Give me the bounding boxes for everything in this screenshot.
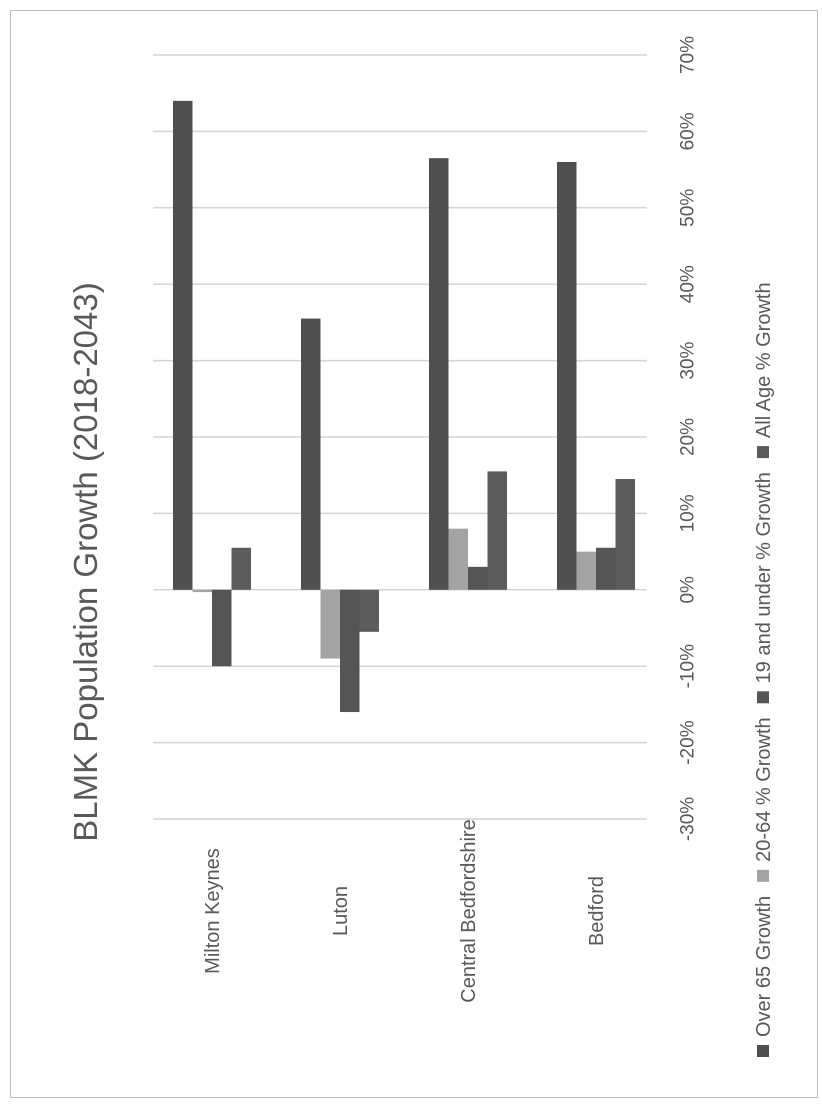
- bar: [301, 318, 321, 590]
- value-tick-label: 40%: [678, 265, 699, 303]
- bar: [448, 528, 468, 590]
- value-tick-label: 20%: [678, 418, 699, 456]
- bar: [615, 479, 635, 590]
- bar: [192, 589, 212, 593]
- value-tick-label: 0%: [678, 576, 699, 604]
- bar: [359, 589, 379, 632]
- legend-item: 19 and under % Growth: [753, 472, 775, 704]
- bar: [557, 161, 577, 590]
- chart-title: BLMK Population Growth (2018-2043): [67, 282, 104, 842]
- bar: [231, 547, 251, 590]
- bar: [468, 566, 488, 590]
- chart-frame: -30% -20% -10% 0% 10% 20% 30% 40% 50% 60% 70% Milt…: [10, 10, 818, 1098]
- bar: [576, 551, 596, 590]
- value-tick-label: -10%: [678, 644, 699, 688]
- legend-item: Over 65 Growth: [753, 896, 775, 1057]
- category-label: Luton: [330, 886, 352, 936]
- chart-canvas: -30% -20% -10% 0% 10% 20% 30% 40% 50% 60% 70% Milt…: [67, 36, 775, 1057]
- legend-item: All Age % Growth: [753, 282, 775, 459]
- category-label: Bedford: [586, 876, 608, 946]
- bar: [429, 158, 449, 590]
- legend-swatch: [757, 1045, 769, 1057]
- legend-swatch: [757, 869, 769, 882]
- category-labels: Milton Keynes Luton Central Bedfordshire Be…: [202, 819, 608, 1002]
- legend-item: 20-64 % Growth: [753, 717, 775, 882]
- bar: [320, 589, 340, 659]
- legend: Over 65 Growth 20-64 % Growth 19 and under…: [753, 282, 775, 1057]
- value-tick-labels: -30% -20% -10% 0% 10% 20% 30% 40% 50% 60% 70%: [678, 36, 699, 841]
- bar: [212, 589, 232, 667]
- value-tick-label: -30%: [678, 797, 699, 841]
- value-tick-label: -20%: [678, 720, 699, 764]
- bar: [173, 100, 193, 590]
- legend-swatch: [757, 446, 769, 459]
- bar: [596, 547, 616, 590]
- bar: [487, 471, 507, 590]
- bar: [340, 589, 360, 713]
- value-tick-label: 70%: [678, 36, 699, 74]
- legend-label: Over 65 Growth: [753, 896, 775, 1037]
- gridlines: [153, 54, 647, 820]
- legend-label: 19 and under % Growth: [753, 472, 775, 683]
- value-tick-label: 50%: [678, 189, 699, 227]
- value-tick-label: 10%: [678, 494, 699, 532]
- value-tick-label: 60%: [678, 112, 699, 150]
- legend-label: 20-64 % Growth: [753, 717, 775, 862]
- legend-swatch: [757, 691, 769, 704]
- bars: [173, 100, 635, 713]
- category-label: Central Bedfordshire: [458, 819, 480, 1002]
- value-tick-label: 30%: [678, 341, 699, 379]
- legend-label: All Age % Growth: [753, 282, 775, 438]
- category-label: Milton Keynes: [202, 848, 224, 974]
